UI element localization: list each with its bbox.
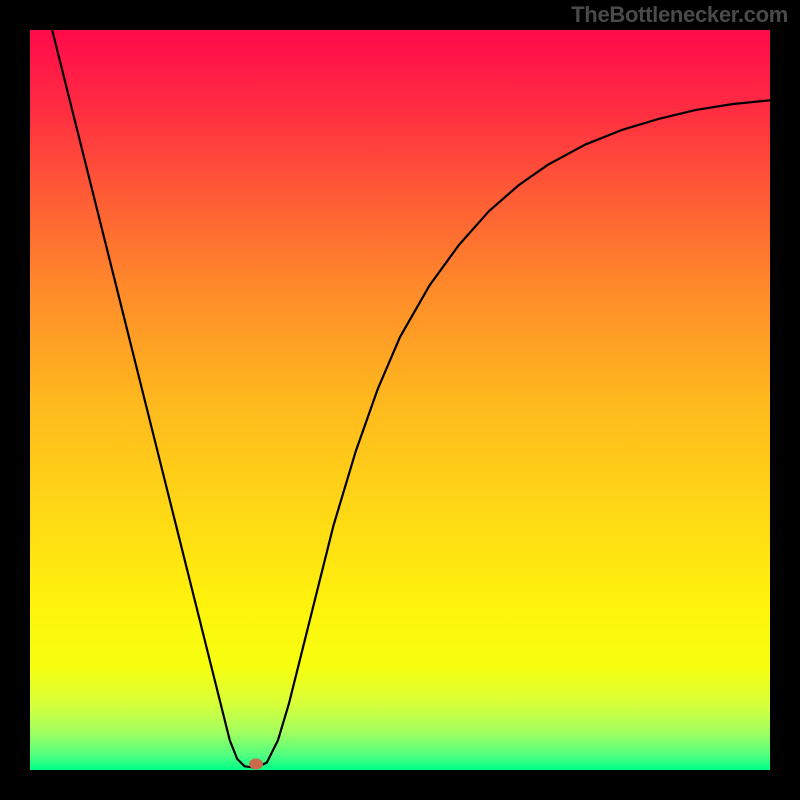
optimal-point-marker [249, 759, 263, 770]
attribution-text: TheBottlenecker.com [571, 2, 788, 28]
bottleneck-curve [30, 30, 770, 770]
plot-area [30, 30, 770, 770]
chart-frame: TheBottlenecker.com [0, 0, 800, 800]
